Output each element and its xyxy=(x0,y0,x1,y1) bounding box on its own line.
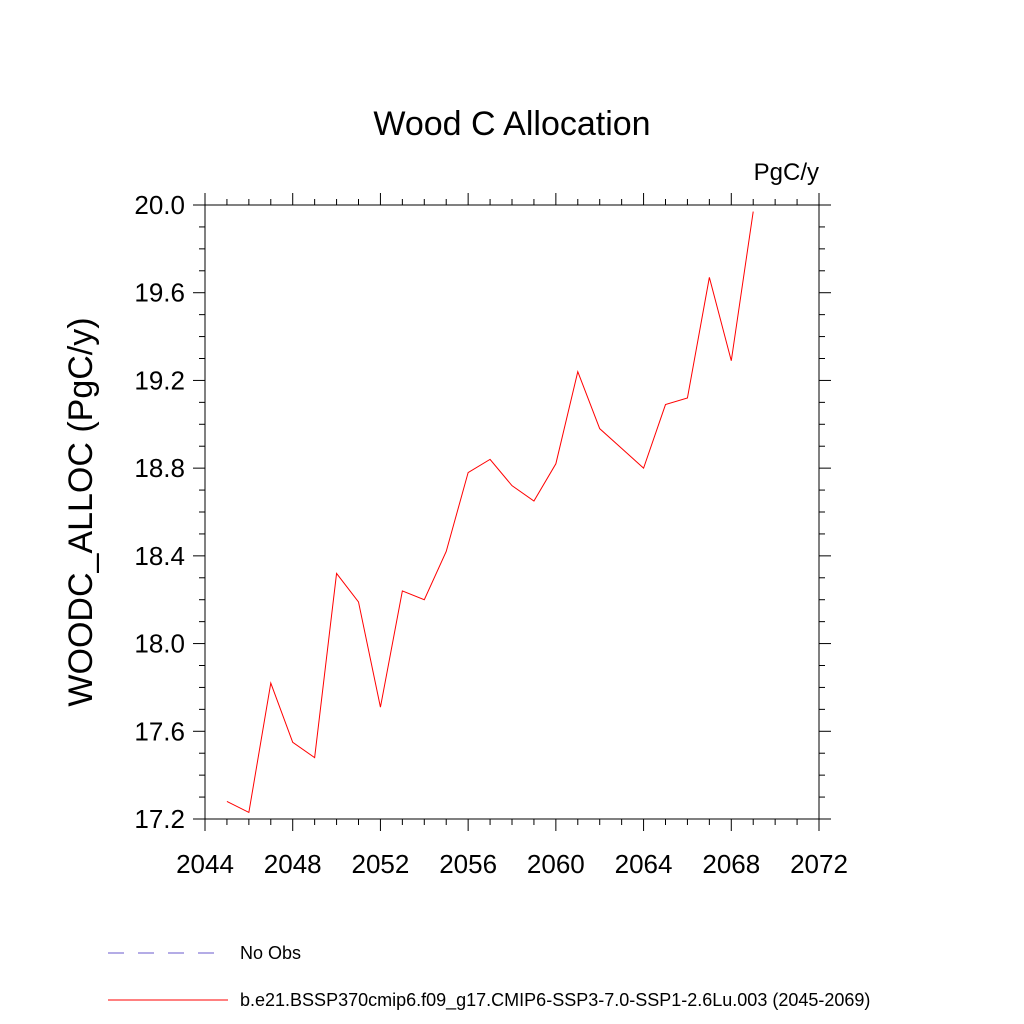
legend-label-0: No Obs xyxy=(240,943,301,963)
axis-ticks xyxy=(193,193,831,831)
y-tick-label: 18.4 xyxy=(134,541,185,571)
y-axis-label: WOODC_ALLOC (PgC/y) xyxy=(62,317,100,706)
y-tick-label: 18.0 xyxy=(134,629,185,659)
chart-title: Wood C Allocation xyxy=(373,105,650,143)
y-tick-labels: 17.2 17.6 18.0 18.4 18.8 19.2 19.6 20.0 xyxy=(134,190,185,834)
x-tick-label: 2056 xyxy=(439,849,497,879)
plot-frame xyxy=(204,204,820,820)
x-tick-label: 2052 xyxy=(352,849,410,879)
units-label: PgC/y xyxy=(754,159,819,186)
x-tick-label: 2072 xyxy=(790,849,848,879)
x-tick-label: 2044 xyxy=(176,849,234,879)
y-tick-label: 18.8 xyxy=(134,453,185,483)
x-tick-label: 2048 xyxy=(264,849,322,879)
legend: No Obs b.e21.BSSP370cmip6.f09_g17.CMIP6-S… xyxy=(108,943,870,1011)
y-tick-label: 19.6 xyxy=(134,278,185,308)
y-tick-label: 19.2 xyxy=(134,365,185,395)
y-tick-label: 17.6 xyxy=(134,716,185,746)
series-line-0 xyxy=(226,211,754,814)
x-tick-labels: 2044 2048 2052 2056 2060 2064 2068 2072 xyxy=(176,849,848,879)
x-tick-label: 2068 xyxy=(702,849,760,879)
y-tick-label: 20.0 xyxy=(134,190,185,220)
x-tick-label: 2064 xyxy=(615,849,673,879)
legend-label-1: b.e21.BSSP370cmip6.f09_g17.CMIP6-SSP3-7.… xyxy=(240,990,870,1011)
y-tick-label: 17.2 xyxy=(134,804,185,834)
series-layer xyxy=(226,211,754,814)
x-tick-label: 2060 xyxy=(527,849,585,879)
